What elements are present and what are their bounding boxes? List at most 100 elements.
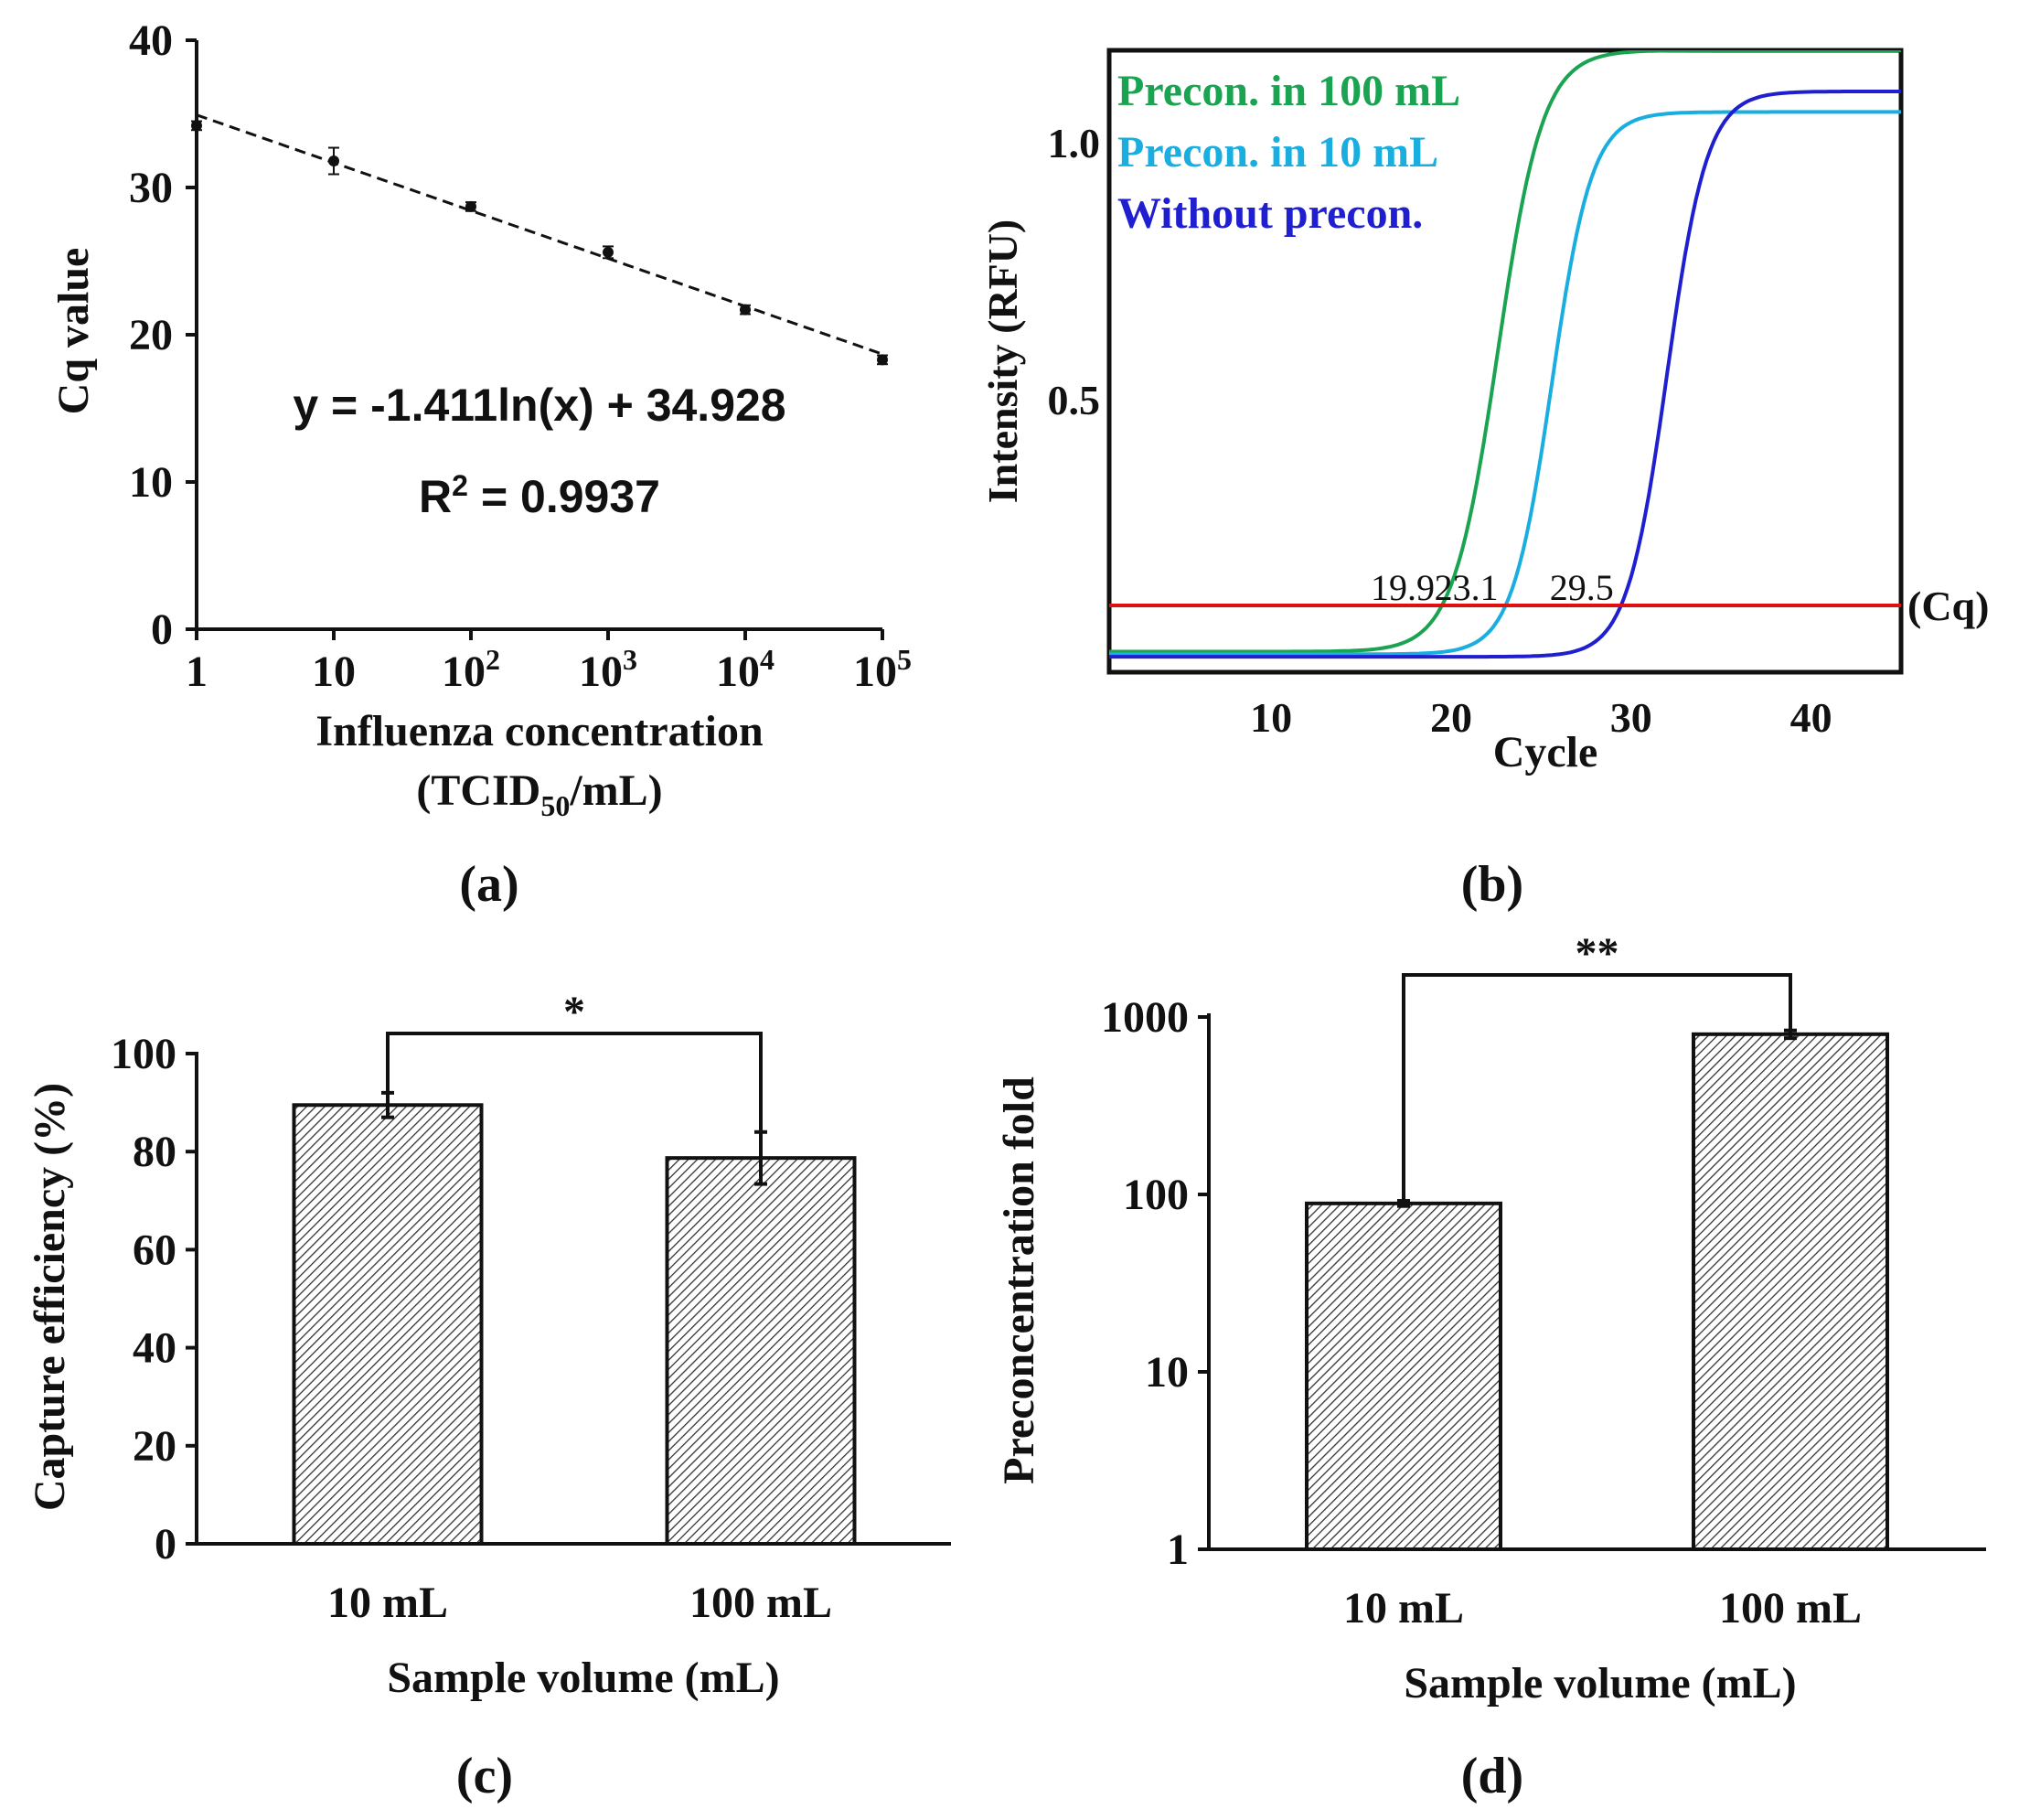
panel-d-y-ticks: 1 10 100 1000 bbox=[1101, 993, 1209, 1574]
panel-a-data-point bbox=[465, 200, 476, 212]
panel-c-capture-efficiency: 0 20 40 60 80 100 10 mL 100 mL * Capture effic… bbox=[26, 988, 951, 1804]
panel-d-bar bbox=[1305, 1201, 1502, 1552]
panel-d-x-label: Sample volume (mL) bbox=[1404, 1659, 1796, 1708]
panel-a-x-tick-exponent: 5 bbox=[897, 643, 912, 676]
panel-a-x-tick-base: 10 bbox=[442, 648, 486, 696]
panel-b-x-ticks: 10 20 30 40 bbox=[1250, 694, 1832, 741]
panel-a-r2-value: = 0.9937 bbox=[481, 471, 660, 522]
panel-a-r2-base: R bbox=[419, 471, 452, 522]
panel-c-category-label: 10 mL bbox=[327, 1579, 448, 1627]
panel-a-data-point bbox=[191, 120, 202, 132]
panel-c-y-tick-label: 60 bbox=[133, 1226, 176, 1274]
panel-c-significance-bracket bbox=[386, 1032, 763, 1132]
panel-a-y-tick-label: 20 bbox=[129, 311, 173, 359]
panel-b-amplification-curves: (Cq) 19.9 23.1 29.5 Precon. in 100 mLPreco… bbox=[979, 48, 1989, 913]
panel-a-y-ticks: 0 10 20 30 40 bbox=[129, 16, 197, 654]
panel-c-y-tick-label: 0 bbox=[155, 1520, 176, 1568]
panel-a-x-tick-label: 104 bbox=[716, 643, 774, 696]
panel-a-data-point bbox=[877, 354, 888, 366]
panel-a-x-unit-base: (TCID bbox=[416, 766, 540, 815]
panel-a-label: (a) bbox=[459, 856, 518, 913]
panel-c-significance-marker: * bbox=[563, 988, 585, 1036]
panel-b-plot-frame bbox=[1106, 48, 1904, 675]
panel-b-x-tick-label: 10 bbox=[1250, 694, 1292, 741]
panel-a-data-point bbox=[328, 146, 339, 176]
panel-d-label: (d) bbox=[1461, 1748, 1523, 1804]
panel-d-bars bbox=[1305, 1028, 1889, 1552]
panel-c-bar bbox=[292, 1103, 484, 1547]
panel-b-curve bbox=[1109, 90, 1901, 659]
panel-a-x-tick-label: 102 bbox=[442, 643, 500, 696]
panel-a-y-tick-label: 0 bbox=[151, 605, 173, 654]
panel-a-x-tick-base: 1 bbox=[186, 648, 208, 696]
panel-b-y-tick-label: 0.5 bbox=[1048, 377, 1101, 423]
panel-b-legend-entry: Without precon. bbox=[1117, 189, 1423, 238]
panel-a-y-label: Cq value bbox=[49, 248, 98, 415]
panel-d-y-tick-label: 10 bbox=[1145, 1348, 1189, 1397]
panel-a-x-label: Influenza concentration bbox=[315, 707, 763, 755]
panel-a-marker bbox=[328, 155, 339, 167]
panel-b-y-tick-label: 1.0 bbox=[1048, 120, 1101, 166]
panel-d-x-ticks: 10 mL 100 mL bbox=[1343, 1584, 1862, 1633]
panel-a-x-tick-base: 10 bbox=[312, 648, 356, 696]
panel-a-x-tick-label: 1 bbox=[186, 648, 208, 696]
panel-a-marker bbox=[191, 120, 202, 132]
panel-a-x-unit-rest: /mL) bbox=[569, 766, 662, 815]
panel-d-bar bbox=[1692, 1032, 1889, 1551]
panel-b-cq-label: 29.5 bbox=[1550, 567, 1614, 608]
panel-b-y-ticks: 0.5 1.0 bbox=[1048, 120, 1101, 423]
panel-a-x-unit-sub: 50 bbox=[540, 789, 570, 822]
panel-c-x-ticks: 10 mL 100 mL bbox=[327, 1579, 832, 1627]
panel-b-cq-label: 19.9 bbox=[1371, 567, 1435, 608]
panel-b-x-tick-label: 30 bbox=[1610, 694, 1652, 741]
panel-c-y-tick-label: 40 bbox=[133, 1324, 176, 1373]
panel-d-significance-bracket bbox=[1402, 973, 1792, 1202]
panel-a-marker bbox=[603, 246, 614, 258]
panel-b-legend-entry: Precon. in 10 mL bbox=[1117, 128, 1438, 177]
panel-b-curve bbox=[1109, 50, 1901, 654]
panel-b-cq-label: 23.1 bbox=[1435, 567, 1499, 608]
panel-b-y-label: Intensity (RFU) bbox=[979, 219, 1026, 503]
panel-c-y-ticks: 0 20 40 60 80 100 bbox=[111, 1030, 197, 1568]
panel-a-marker bbox=[740, 304, 751, 316]
panel-a-x-tick-exponent: 4 bbox=[760, 643, 774, 676]
panel-a-points bbox=[191, 120, 888, 366]
panel-b-x-tick-label: 40 bbox=[1790, 694, 1832, 741]
panel-c-y-tick-label: 100 bbox=[111, 1030, 176, 1078]
panel-b-threshold-label: (Cq) bbox=[1907, 583, 1989, 629]
panel-b-legend: Precon. in 100 mL Precon. in 10 mL Without… bbox=[1117, 67, 1460, 238]
panel-a-x-tick-base: 10 bbox=[853, 648, 897, 696]
panel-a-x-tick-label: 10 bbox=[312, 648, 356, 696]
panel-a-r-squared: R2 = 0.9937 bbox=[419, 469, 660, 522]
panel-d-y-tick-label: 1 bbox=[1167, 1526, 1189, 1574]
panel-b-x-label: Cycle bbox=[1493, 728, 1598, 776]
panel-c-category-label: 100 mL bbox=[689, 1579, 832, 1627]
panel-b-label: (b) bbox=[1461, 856, 1523, 913]
panel-a-x-tick-label: 105 bbox=[853, 643, 912, 696]
panel-c-label: (c) bbox=[456, 1748, 513, 1804]
panel-a-x-tick-exponent: 2 bbox=[486, 643, 500, 676]
panel-a-x-unit: (TCID50/mL) bbox=[416, 766, 662, 822]
panel-c-x-label: Sample volume (mL) bbox=[387, 1654, 779, 1702]
panel-a-data-point bbox=[603, 245, 614, 260]
panel-a-x-ticks: 1 10 102 103 104 105 bbox=[186, 629, 912, 696]
panel-d-y-tick-label: 1000 bbox=[1101, 993, 1189, 1042]
panel-b-legend-entry: Precon. in 100 mL bbox=[1117, 67, 1460, 115]
panel-b-cq-labels: 19.9 23.1 29.5 bbox=[1371, 567, 1614, 608]
panel-a-x-tick-label: 103 bbox=[579, 643, 637, 696]
panel-d-category-label: 10 mL bbox=[1343, 1584, 1464, 1633]
panel-a-y-tick-label: 40 bbox=[129, 16, 173, 65]
panel-d-preconcentration-fold: 1 10 100 1000 10 mL 100 mL ** Preconcentrati… bbox=[995, 929, 1986, 1804]
panel-a-x-tick-exponent: 3 bbox=[623, 643, 637, 676]
panel-c-y-tick-label: 20 bbox=[133, 1422, 176, 1471]
panel-a-trendline bbox=[196, 113, 883, 356]
panel-c-y-label: Capture efficiency (%) bbox=[26, 1083, 74, 1511]
panel-a-y-tick-label: 10 bbox=[129, 458, 173, 507]
panel-d-y-label: Preconcentration fold bbox=[995, 1076, 1043, 1484]
panel-a-marker bbox=[465, 200, 476, 212]
panel-a-r2-sup: 2 bbox=[452, 469, 468, 502]
panel-c-bars bbox=[292, 1090, 857, 1547]
panel-a-x-tick-base: 10 bbox=[579, 648, 623, 696]
